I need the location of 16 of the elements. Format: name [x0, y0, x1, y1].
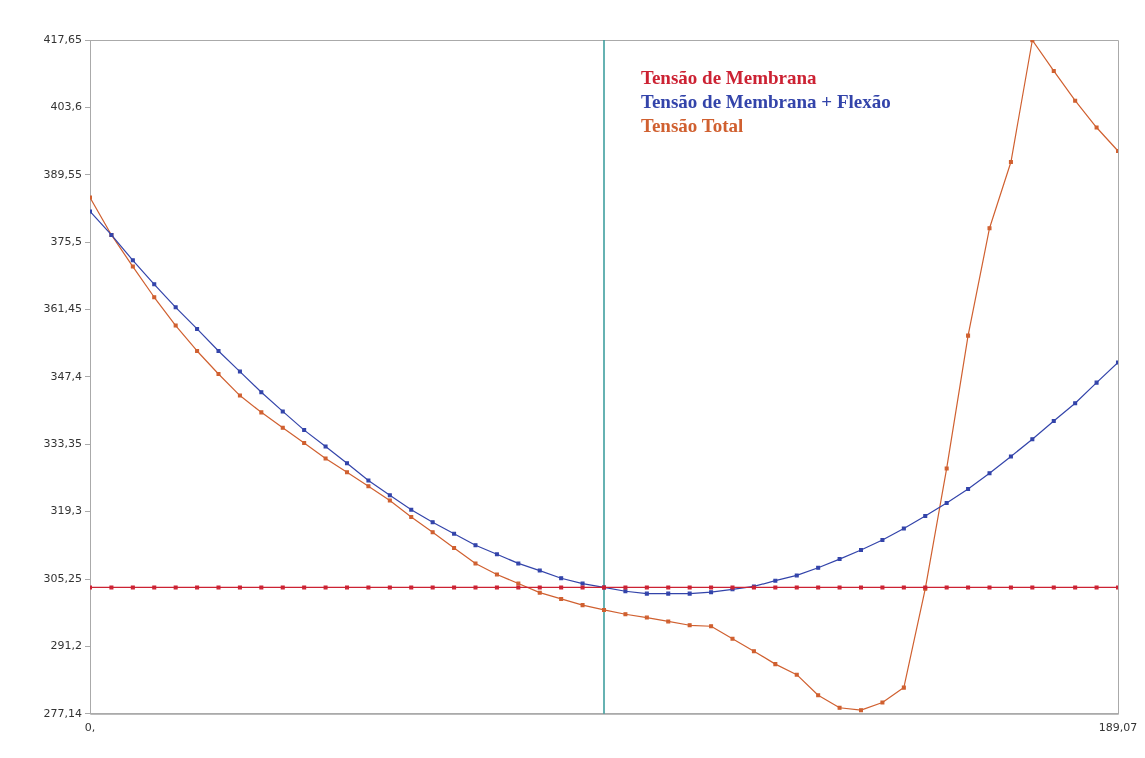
text: Tensão de Membrana + Flexão: [641, 91, 891, 113]
y-tick-label: 333,35: [43, 437, 82, 451]
y-tick-label: 375,5: [50, 234, 82, 248]
y-tick-label: 277,14: [43, 706, 82, 720]
y-tick-label: 361,45: [43, 302, 82, 316]
y-tick-label: 291,2: [50, 639, 82, 653]
y-tick-label: 403,6: [50, 100, 82, 114]
x-tick-label: 189,07: [1098, 721, 1138, 735]
y-tick-label: 389,55: [43, 167, 82, 181]
text: Tensão Total: [641, 115, 744, 137]
y-tick-label: 417,65: [43, 32, 82, 46]
text: Tensão de Membrana: [641, 67, 818, 89]
y-tick-label: 305,25: [43, 571, 82, 585]
y-tick-label: 319,3: [50, 504, 82, 518]
y-tick-label: 347,4: [50, 369, 82, 383]
x-tick-label: 0,: [84, 721, 96, 735]
